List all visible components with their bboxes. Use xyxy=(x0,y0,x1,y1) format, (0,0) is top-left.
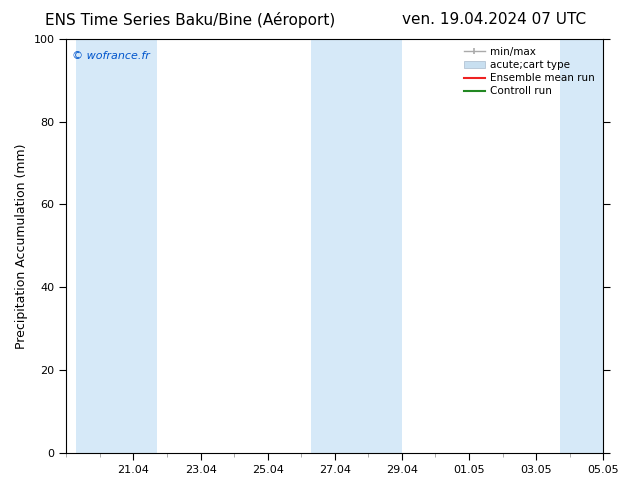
Text: ven. 19.04.2024 07 UTC: ven. 19.04.2024 07 UTC xyxy=(403,12,586,27)
Text: © wofrance.fr: © wofrance.fr xyxy=(72,51,150,61)
Text: ENS Time Series Baku/Bine (Aéroport): ENS Time Series Baku/Bine (Aéroport) xyxy=(45,12,335,28)
Bar xyxy=(311,39,402,453)
Y-axis label: Precipitation Accumulation (mm): Precipitation Accumulation (mm) xyxy=(15,143,28,349)
Bar xyxy=(77,39,157,453)
Bar xyxy=(560,39,603,453)
Legend: min/max, acute;cart type, Ensemble mean run, Controll run: min/max, acute;cart type, Ensemble mean … xyxy=(461,44,598,99)
